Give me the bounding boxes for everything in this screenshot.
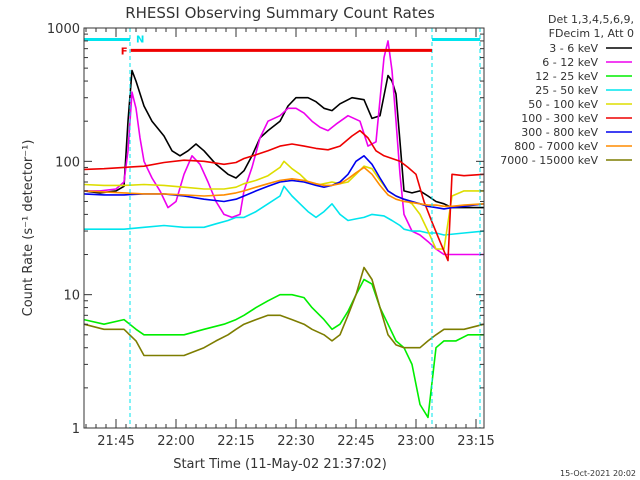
series-line-2 [83,278,484,419]
x-tick-label-4: 22:45 [337,434,374,449]
legend-header-line-1: Det 1,3,4,5,6,9, [548,13,634,26]
legend-entry-0: 3 - 6 keV [549,42,598,55]
x-axis-ticks: 21:45 22:00 22:15 22:30 22:45 23:00 23:15 [85,28,495,449]
legend-header-line-2: FDecim 1, Att 0 [549,27,634,40]
legend: Det 1,3,4,5,6,9, FDecim 1, Att 0 3 - 6 k… [500,13,634,167]
legend-entry-2: 12 - 25 keV [535,70,598,83]
legend-entry-5: 100 - 300 keV [521,112,598,125]
footer-date: 15-Oct-2021 20:02 [560,469,636,478]
y-axis-ticks: 1 10 100 1000 [47,22,484,437]
legend-entry-1: 6 - 12 keV [542,56,598,69]
y-axis-label: Count Rate (s⁻¹ detector⁻¹) [21,140,36,317]
flag-label-N: N [136,34,144,45]
series-line-1 [84,40,484,256]
legend-entry-4: 50 - 100 keV [528,98,598,111]
plot-frame [83,27,485,429]
series-line-7 [83,166,485,208]
series-layer [83,40,485,419]
flag-layer: NF [84,28,481,428]
x-tick-label-6: 23:15 [457,434,494,449]
y-tick-label-2: 100 [55,155,80,170]
x-axis-label: Start Time (11-May-02 21:37:02) [173,457,387,472]
y-tick-label-0: 1 [72,422,80,437]
x-tick-label-2: 22:15 [217,434,254,449]
legend-entry-7: 800 - 7000 keV [514,140,598,153]
x-tick-label-3: 22:30 [277,434,314,449]
legend-entry-8: 7000 - 15000 keV [500,154,598,167]
legend-entry-3: 25 - 50 keV [535,84,598,97]
series-line-3 [84,185,485,236]
series-line-4 [83,160,484,250]
x-tick-label-1: 22:00 [157,434,194,449]
y-tick-label-3: 1000 [47,22,80,37]
x-tick-label-5: 23:00 [397,434,434,449]
series-line-5 [83,129,485,262]
chart-title: RHESSI Observing Summary Count Rates [125,4,435,22]
flag-label-F: F [121,46,128,57]
y-tick-label-1: 10 [63,289,80,304]
x-tick-label-0: 21:45 [97,434,134,449]
legend-entry-6: 300 - 800 keV [521,126,598,139]
series-line-0 [83,69,484,209]
series-line-8 [83,266,485,357]
